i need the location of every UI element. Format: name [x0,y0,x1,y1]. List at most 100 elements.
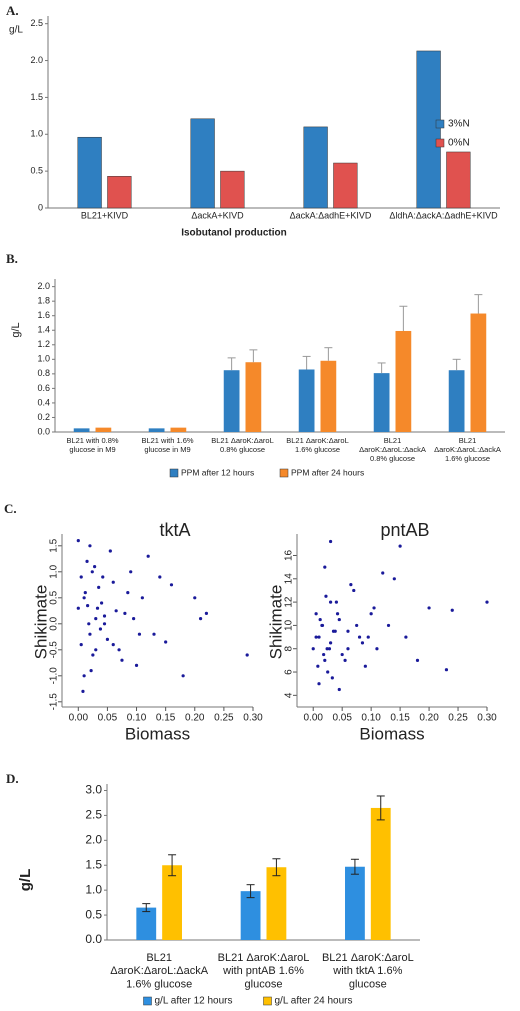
y-tick-label: 1.4 [37,325,50,335]
x-tick-label: 0.05 [332,713,352,724]
point [316,664,320,668]
point [381,571,385,575]
y-tick-label: 1.6 [37,310,50,320]
chart-title: pntAB [380,520,429,540]
point [123,611,127,616]
x-tick-label: BL21 ΔaroK:ΔaroL with tktA 1.6% glucose [322,952,414,990]
x-tick-label: 0.00 [303,713,323,724]
point [90,570,94,574]
point [343,658,347,662]
y-tick-label: 0.0 [49,616,60,630]
point [357,635,362,639]
point [427,606,431,610]
x-tick-line: glucose in M9 [144,445,190,454]
x-tick-label: BL21 ΔaroK:ΔaroL 0.8% glucose [211,436,274,454]
x-tick-label: 0.25 [214,713,234,724]
point [323,565,327,569]
point [245,653,249,657]
x-tick-label: ΔldhA:ΔackA:ΔadhE+KIVD [389,210,498,220]
point [91,653,95,657]
x-tick-label: 0.05 [98,713,118,724]
legend-label: PPM after 12 hours [181,467,254,477]
point [98,627,103,631]
error-bar [324,347,333,361]
point [369,612,373,616]
point [76,606,80,610]
x-axis-label: Biomass [125,724,190,743]
y-axis-label: g/L [10,322,22,337]
bar [162,865,182,940]
point [335,612,340,616]
bar [136,907,157,940]
point [328,600,333,604]
point [88,632,92,636]
point [311,647,315,651]
y-tick-label: 1.0 [37,354,50,364]
point [444,668,449,672]
x-tick-label: 0.20 [419,713,439,724]
point [318,617,322,622]
legend-swatch [435,138,445,148]
legend-label: g/L after 24 hours [275,996,353,1007]
point [105,637,110,642]
y-axis-label: Shikimate [266,585,285,660]
legend-label: 3%N [448,119,470,130]
point [415,658,420,662]
y-tick-label: 0 [38,202,43,212]
x-tick-label: ΔackA:ΔadhE+KIVD [290,210,372,220]
bar [320,360,337,432]
y-tick-label: 2.5 [85,808,102,822]
x-tick-label: ΔackA+KIVD [191,210,244,220]
y-tick-label: 0.8 [37,368,50,378]
y-tick-label: 0.5 [30,166,43,176]
error-bar [377,362,386,374]
error-bar [350,858,359,875]
y-tick-label: 1.5 [30,92,43,102]
point [152,632,156,636]
bar [266,867,287,940]
x-tick-line: with pntAB 1.6% [222,965,304,977]
bar [345,866,365,940]
error-bar [246,884,255,899]
panel-label: C. [4,501,17,516]
point [181,674,185,678]
y-tick-label: 0.6 [37,383,50,393]
x-tick-label: 0.15 [390,713,410,724]
point [386,623,391,628]
point [326,670,330,674]
point [97,585,101,590]
y-tick-label: -0.5 [49,641,60,659]
panel-label: D. [6,771,19,786]
point [360,641,365,645]
x-tick-label: 0.30 [477,713,497,724]
point [352,588,356,593]
point [93,565,97,569]
point [314,612,318,616]
y-tick-label: 4 [284,692,295,698]
point [87,622,91,626]
x-tick-line: BL21 ΔaroK:ΔaroL [322,952,414,964]
point [137,632,142,636]
y-tick-label: 1.5 [49,538,60,552]
x-tick-line: with tktA 1.6% [332,965,402,977]
point [140,596,144,600]
point [375,647,379,651]
x-tick-line: BL21 [384,436,402,445]
error-bar [376,795,385,821]
x-tick-label: 0.15 [156,713,176,724]
y-tick-label: 1.5 [85,857,102,871]
point [120,658,124,662]
x-tick-line: BL21 ΔaroK:ΔaroL [286,436,349,445]
y-tick-label: 2.0 [37,281,50,291]
point [82,674,86,678]
point [111,580,115,584]
x-tick-label: 0.10 [127,713,147,724]
point [79,643,83,647]
bar [190,118,215,209]
point [76,539,80,543]
y-tick-label: 1.0 [30,129,43,139]
bar [73,428,90,432]
point [337,687,341,692]
y-tick-label: 14 [284,573,295,585]
